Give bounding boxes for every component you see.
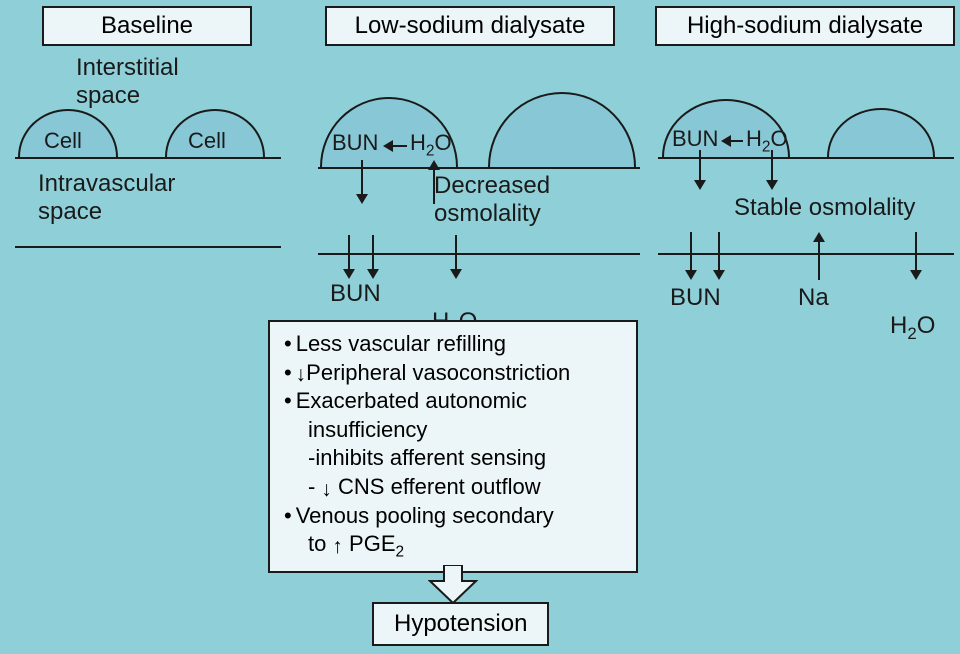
effects-line: -inhibits afferent sensing [284,444,622,473]
low-bun-down-arrow-2b [367,235,379,279]
low-cell-1-h2o: H2O [410,130,452,160]
baseline-title-box: Baseline [42,6,252,46]
baseline-line-2 [15,246,281,248]
baseline-cell-1-label: Cell [44,128,82,154]
intravascular-label: Intravascular space [38,170,175,225]
low-title-box: Low-sodium dialysate [325,6,615,46]
high-cell-1-bun: BUN [672,126,718,152]
baseline-line-1 [15,157,281,159]
effects-line: Less vascular refilling [284,330,622,359]
high-title-box: High-sodium dialysate [655,6,955,46]
high-h2o-to-bun-arrow [721,135,743,147]
box-to-result-arrow [428,565,478,605]
baseline-title: Baseline [101,12,193,39]
high-osmo-label: Stable osmolality [734,194,915,222]
low-h2o-to-bun-arrow [383,140,407,152]
low-bun-down-arrow-2a [343,235,355,279]
low-bun-below: BUN [330,280,381,308]
high-title: High-sodium dialysate [687,12,923,39]
high-bun-down-arrow-2b [713,232,725,280]
high-bun-down-arrow-2a [685,232,697,280]
baseline-cell-2-label: Cell [188,128,226,154]
high-na-up-arrow [813,232,825,280]
high-h2o-below: H2O [890,284,935,343]
low-bun-down-arrow-1 [356,160,368,204]
low-cell-2 [488,92,636,167]
effects-line: ↓Peripheral vasoconstriction [284,359,622,388]
interstitial-label: Interstitial space [76,54,179,109]
high-cell-2 [827,108,935,157]
effects-line: Exacerbated autonomic [284,387,622,416]
result-box: Hypotension [372,602,549,646]
low-osmo-label: Decreased osmolality [434,172,550,227]
low-h2o-down-arrow-2 [450,235,462,279]
high-bun-down-arrow-1 [694,150,706,190]
effects-line: insufficiency [284,416,622,445]
high-bun-below: BUN [670,284,721,312]
high-na-below: Na [798,284,829,312]
low-title: Low-sodium dialysate [355,12,586,39]
high-h2o-down-arrow-2 [910,232,922,280]
high-h2o-down-arrow-1 [766,150,778,190]
effects-line: - ↓ CNS efferent outflow [284,473,622,502]
low-cell-1-bun: BUN [332,130,378,156]
effects-line: Venous pooling secondary [284,502,622,531]
result-label: Hypotension [394,610,527,637]
effects-line: to ↑ PGE2 [284,530,622,562]
effects-box: Less vascular refilling↓Peripheral vasoc… [268,320,638,573]
